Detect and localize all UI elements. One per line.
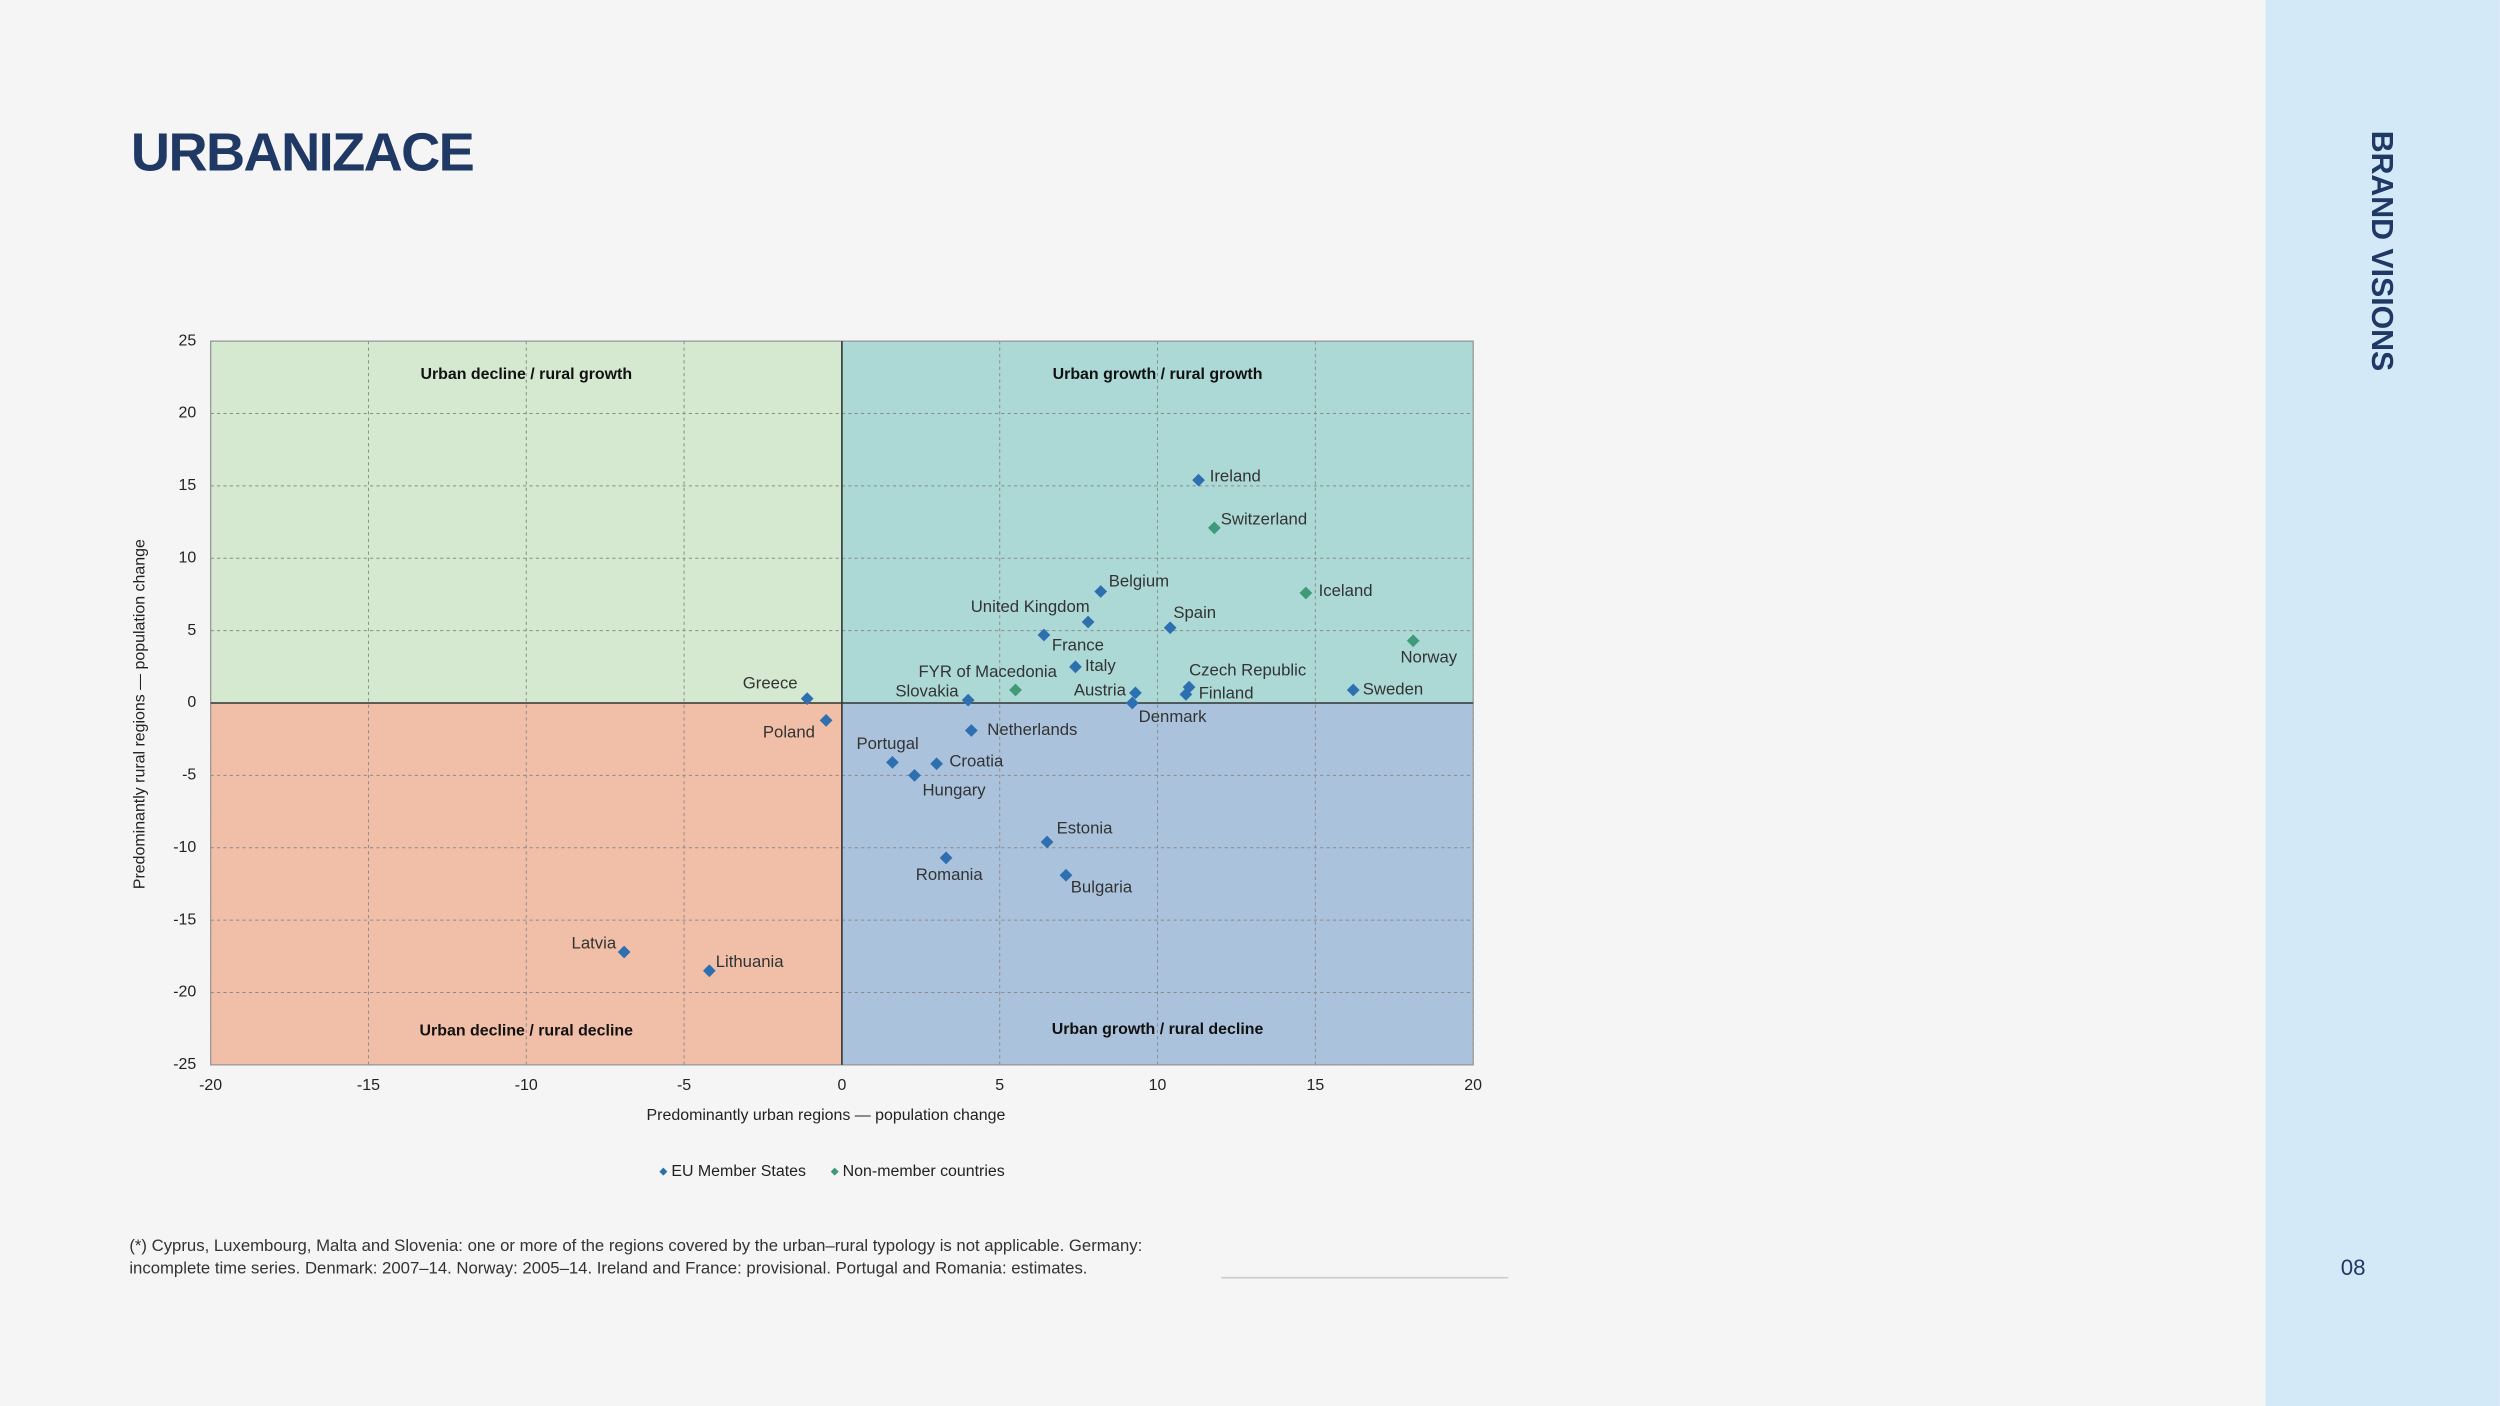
footnote: (*) Cyprus, Luxembourg, Malta and Sloven…	[129, 1236, 1142, 1255]
y-tick-label: 5	[187, 622, 196, 639]
point-label: Austria	[1074, 681, 1127, 700]
data-point	[1069, 660, 1082, 674]
x-tick-label: -10	[515, 1077, 538, 1094]
y-axis-title: Predominantly rural regions — population…	[132, 539, 149, 889]
data-point	[1192, 473, 1205, 487]
sidebar	[2265, 0, 2500, 1406]
slide-title: URBANIZACE	[131, 123, 474, 183]
y-tick-label: -5	[182, 767, 196, 784]
page-number: 08	[2341, 1255, 2366, 1280]
data-point	[939, 851, 953, 865]
point-label: Bulgaria	[1071, 877, 1133, 896]
point-label: Hungary	[922, 781, 986, 800]
y-tick-label: 20	[179, 405, 197, 422]
x-tick-label: -5	[677, 1077, 691, 1094]
legend-label: Non-member countries	[843, 1163, 1005, 1180]
data-point	[964, 724, 978, 737]
legend-label: EU Member States	[671, 1163, 806, 1180]
y-tick-label: -15	[173, 911, 196, 928]
data-point	[617, 945, 631, 959]
data-point	[1299, 586, 1313, 600]
point-label: United Kingdom	[971, 597, 1090, 616]
chart: -20 -15 -10 -5 0 5 10 15 20-25-20-15-10-50510152…	[132, 332, 1482, 1180]
y-tick-label: -25	[173, 1056, 196, 1073]
point-label: Romania	[916, 865, 984, 884]
x-tick-label: 15	[1306, 1077, 1324, 1094]
point-label: Lithuania	[716, 952, 785, 971]
y-tick-label: 10	[179, 549, 197, 566]
y-tick-label: 25	[179, 332, 197, 349]
point-label: Spain	[1173, 603, 1216, 622]
point-label: France	[1052, 636, 1104, 655]
quadrant-label: Urban growth / rural decline	[1052, 1021, 1264, 1038]
x-axis-title: Predominantly urban regions — population…	[647, 1107, 1006, 1124]
point-label: Portugal	[856, 734, 918, 753]
data-point	[1009, 683, 1022, 697]
y-tick-label: -20	[173, 984, 196, 1001]
x-tick-label: 5	[995, 1077, 1004, 1094]
x-tick-label: -15	[357, 1077, 380, 1094]
data-point	[1040, 835, 1054, 849]
point-label: Latvia	[572, 933, 617, 952]
data-point	[1037, 628, 1051, 642]
data-point	[1059, 868, 1073, 882]
point-label: Netherlands	[987, 720, 1077, 739]
data-point	[702, 964, 716, 978]
footnote: incomplete time series. Denmark: 2007–14…	[129, 1258, 1087, 1277]
data-point	[1125, 696, 1139, 710]
data-point	[1163, 621, 1177, 635]
point-label: Slovakia	[895, 682, 959, 701]
data-point	[1129, 686, 1142, 700]
sidebar-label: BRAND VISIONS	[2365, 131, 2398, 371]
x-tick-label: 20	[1464, 1077, 1482, 1094]
point-label: Belgium	[1109, 571, 1169, 590]
quadrant-label: Urban growth / rural growth	[1053, 366, 1263, 383]
x-tick-label: 10	[1149, 1077, 1167, 1094]
point-label: Poland	[763, 723, 815, 742]
data-point	[886, 755, 899, 769]
point-label: Ireland	[1210, 466, 1261, 485]
data-point	[1207, 521, 1221, 535]
point-label: Italy	[1085, 656, 1116, 675]
point-label: Croatia	[949, 752, 1004, 771]
point-label: Iceland	[1319, 581, 1373, 600]
data-point	[800, 692, 814, 706]
point-label: Switzerland	[1221, 509, 1307, 528]
y-tick-label: 15	[179, 477, 197, 494]
point-label: Estonia	[1057, 819, 1113, 838]
y-tick-label: -10	[173, 839, 196, 856]
quadrant-label: Urban decline / rural growth	[420, 366, 632, 383]
point-label: Czech Republic	[1189, 661, 1306, 680]
point-label: Sweden	[1363, 679, 1423, 698]
x-tick-label: 0	[837, 1077, 846, 1094]
x-tick-label: -20	[199, 1077, 222, 1094]
point-label: Greece	[743, 674, 798, 693]
point-label: Denmark	[1139, 707, 1207, 726]
y-tick-label: 0	[187, 694, 196, 711]
quadrant-label: Urban decline / rural decline	[420, 1023, 634, 1040]
point-label: Norway	[1400, 648, 1457, 667]
data-point	[1346, 683, 1360, 697]
point-label: FYR of Macedonia	[918, 662, 1057, 681]
point-label: Finland	[1199, 684, 1254, 703]
data-point	[819, 713, 833, 727]
legend-marker	[830, 1167, 839, 1176]
